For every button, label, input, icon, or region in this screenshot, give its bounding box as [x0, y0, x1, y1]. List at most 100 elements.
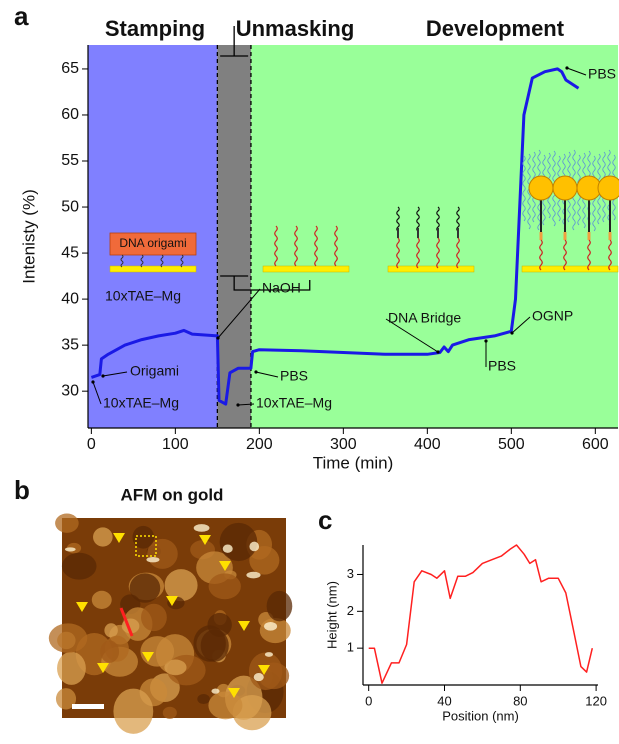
annotation: Origami — [130, 363, 179, 379]
afm-feature — [207, 612, 232, 637]
afm-highlight — [264, 652, 273, 657]
strand — [180, 254, 184, 268]
strand — [140, 254, 144, 268]
illustrations: DNA origami — [109, 149, 619, 273]
y-tick-label: 65 — [61, 60, 79, 77]
afm-feature — [48, 623, 88, 653]
afm-image — [48, 513, 293, 734]
x-tick-label: 200 — [246, 436, 273, 453]
scale-bar — [72, 704, 104, 709]
data-line — [368, 544, 594, 684]
phase-region — [250, 45, 619, 428]
gold-surface — [262, 265, 350, 273]
strand — [160, 254, 164, 268]
afm-feature — [132, 525, 155, 549]
annotation-arrow — [511, 316, 531, 334]
chart: Stamping Unmasking Development 30 35 40 45 50 55… — [19, 16, 619, 472]
afm-feature — [197, 694, 210, 705]
x-axis-label: Time (min) — [313, 453, 394, 472]
afm-highlight — [246, 571, 261, 579]
strand — [314, 225, 318, 267]
afm-feature — [140, 603, 167, 632]
phase-label: Unmasking — [236, 16, 355, 41]
afm-highlight — [249, 541, 260, 552]
marker-arrow — [238, 621, 250, 631]
x-tick-label: 600 — [582, 436, 609, 453]
afm-feature — [208, 573, 241, 600]
afm-highlight — [264, 622, 278, 631]
y-tick-label: 50 — [61, 198, 79, 215]
gold-surface — [521, 265, 619, 273]
afm-feature — [57, 651, 86, 685]
panel-label: c — [318, 505, 332, 535]
arrow-head — [216, 336, 220, 340]
strand — [274, 225, 278, 267]
y-axis-label: Height (nm) — [324, 581, 339, 649]
arrow-head — [565, 66, 569, 70]
annotation: NaOH — [262, 280, 301, 296]
y-tick-label: 55 — [61, 152, 79, 169]
strand — [587, 239, 591, 271]
annotation: DNA Bridge — [388, 310, 461, 326]
afm-highlight — [211, 688, 220, 694]
y-tick-label: 45 — [61, 244, 79, 261]
data-line — [90, 67, 580, 406]
afm-highlight — [253, 673, 264, 682]
afm-feature — [55, 688, 77, 710]
afm-title: AFM on gold — [121, 485, 224, 504]
gold-nanoparticle — [597, 175, 619, 201]
strand — [436, 206, 440, 232]
phase-region — [217, 45, 251, 428]
annotation: PBS — [280, 368, 308, 384]
annotation-arrow — [217, 288, 261, 339]
y-tick-label: 1 — [347, 640, 354, 655]
strand — [456, 206, 460, 232]
arrow-head — [236, 403, 240, 407]
annotation: 10xTAE–Mg — [256, 395, 332, 411]
panel-label: a — [14, 1, 29, 31]
gold-nanoparticle — [528, 175, 554, 201]
marker-arrow — [142, 652, 154, 662]
x-tick-label: 40 — [437, 693, 451, 708]
afm-feature — [100, 640, 120, 663]
afm-highlight — [146, 556, 160, 563]
annotation-arrow — [237, 403, 255, 406]
x-tick-label: 100 — [162, 436, 189, 453]
x-tick-label: 500 — [498, 436, 525, 453]
afm-feature — [93, 527, 113, 547]
x-tick-label: 0 — [365, 693, 372, 708]
marker-arrow — [199, 535, 211, 545]
bracket — [220, 26, 249, 57]
afm-feature — [104, 623, 118, 638]
afm-feature — [266, 590, 293, 622]
afm-feature — [219, 522, 258, 562]
afm-feature — [113, 688, 154, 734]
strand — [334, 225, 338, 267]
afm-feature — [164, 569, 198, 602]
x-tick-label: 300 — [330, 436, 357, 453]
y-tick-label: 40 — [61, 290, 79, 307]
afm-highlight — [193, 524, 210, 532]
arrow-head — [510, 331, 514, 335]
afm-feature — [129, 573, 161, 603]
strand — [539, 239, 543, 271]
strand — [563, 239, 567, 271]
strand — [608, 239, 612, 271]
phase-label: Stamping — [105, 16, 205, 41]
y-axis-label: Intenisty (%) — [19, 189, 38, 283]
marker-arrow — [113, 533, 125, 543]
afm-highlight — [64, 547, 76, 552]
gold-surface — [387, 265, 475, 273]
ligand — [527, 153, 531, 230]
strand — [436, 237, 440, 269]
marker-arrow — [166, 596, 178, 606]
annotation: 10xTAE–Mg — [103, 395, 179, 411]
marker-arrow — [76, 602, 88, 612]
marker-arrow — [219, 561, 231, 571]
x-axis-label: Position (nm) — [442, 708, 519, 723]
annotation-arrow — [385, 318, 439, 353]
phase-label: Development — [426, 16, 565, 41]
arrow-head — [101, 374, 105, 378]
afm-feature — [140, 636, 175, 667]
chart: 1 2 3 0 40 80 120 Position (nm) Height (nm) — [324, 544, 607, 723]
